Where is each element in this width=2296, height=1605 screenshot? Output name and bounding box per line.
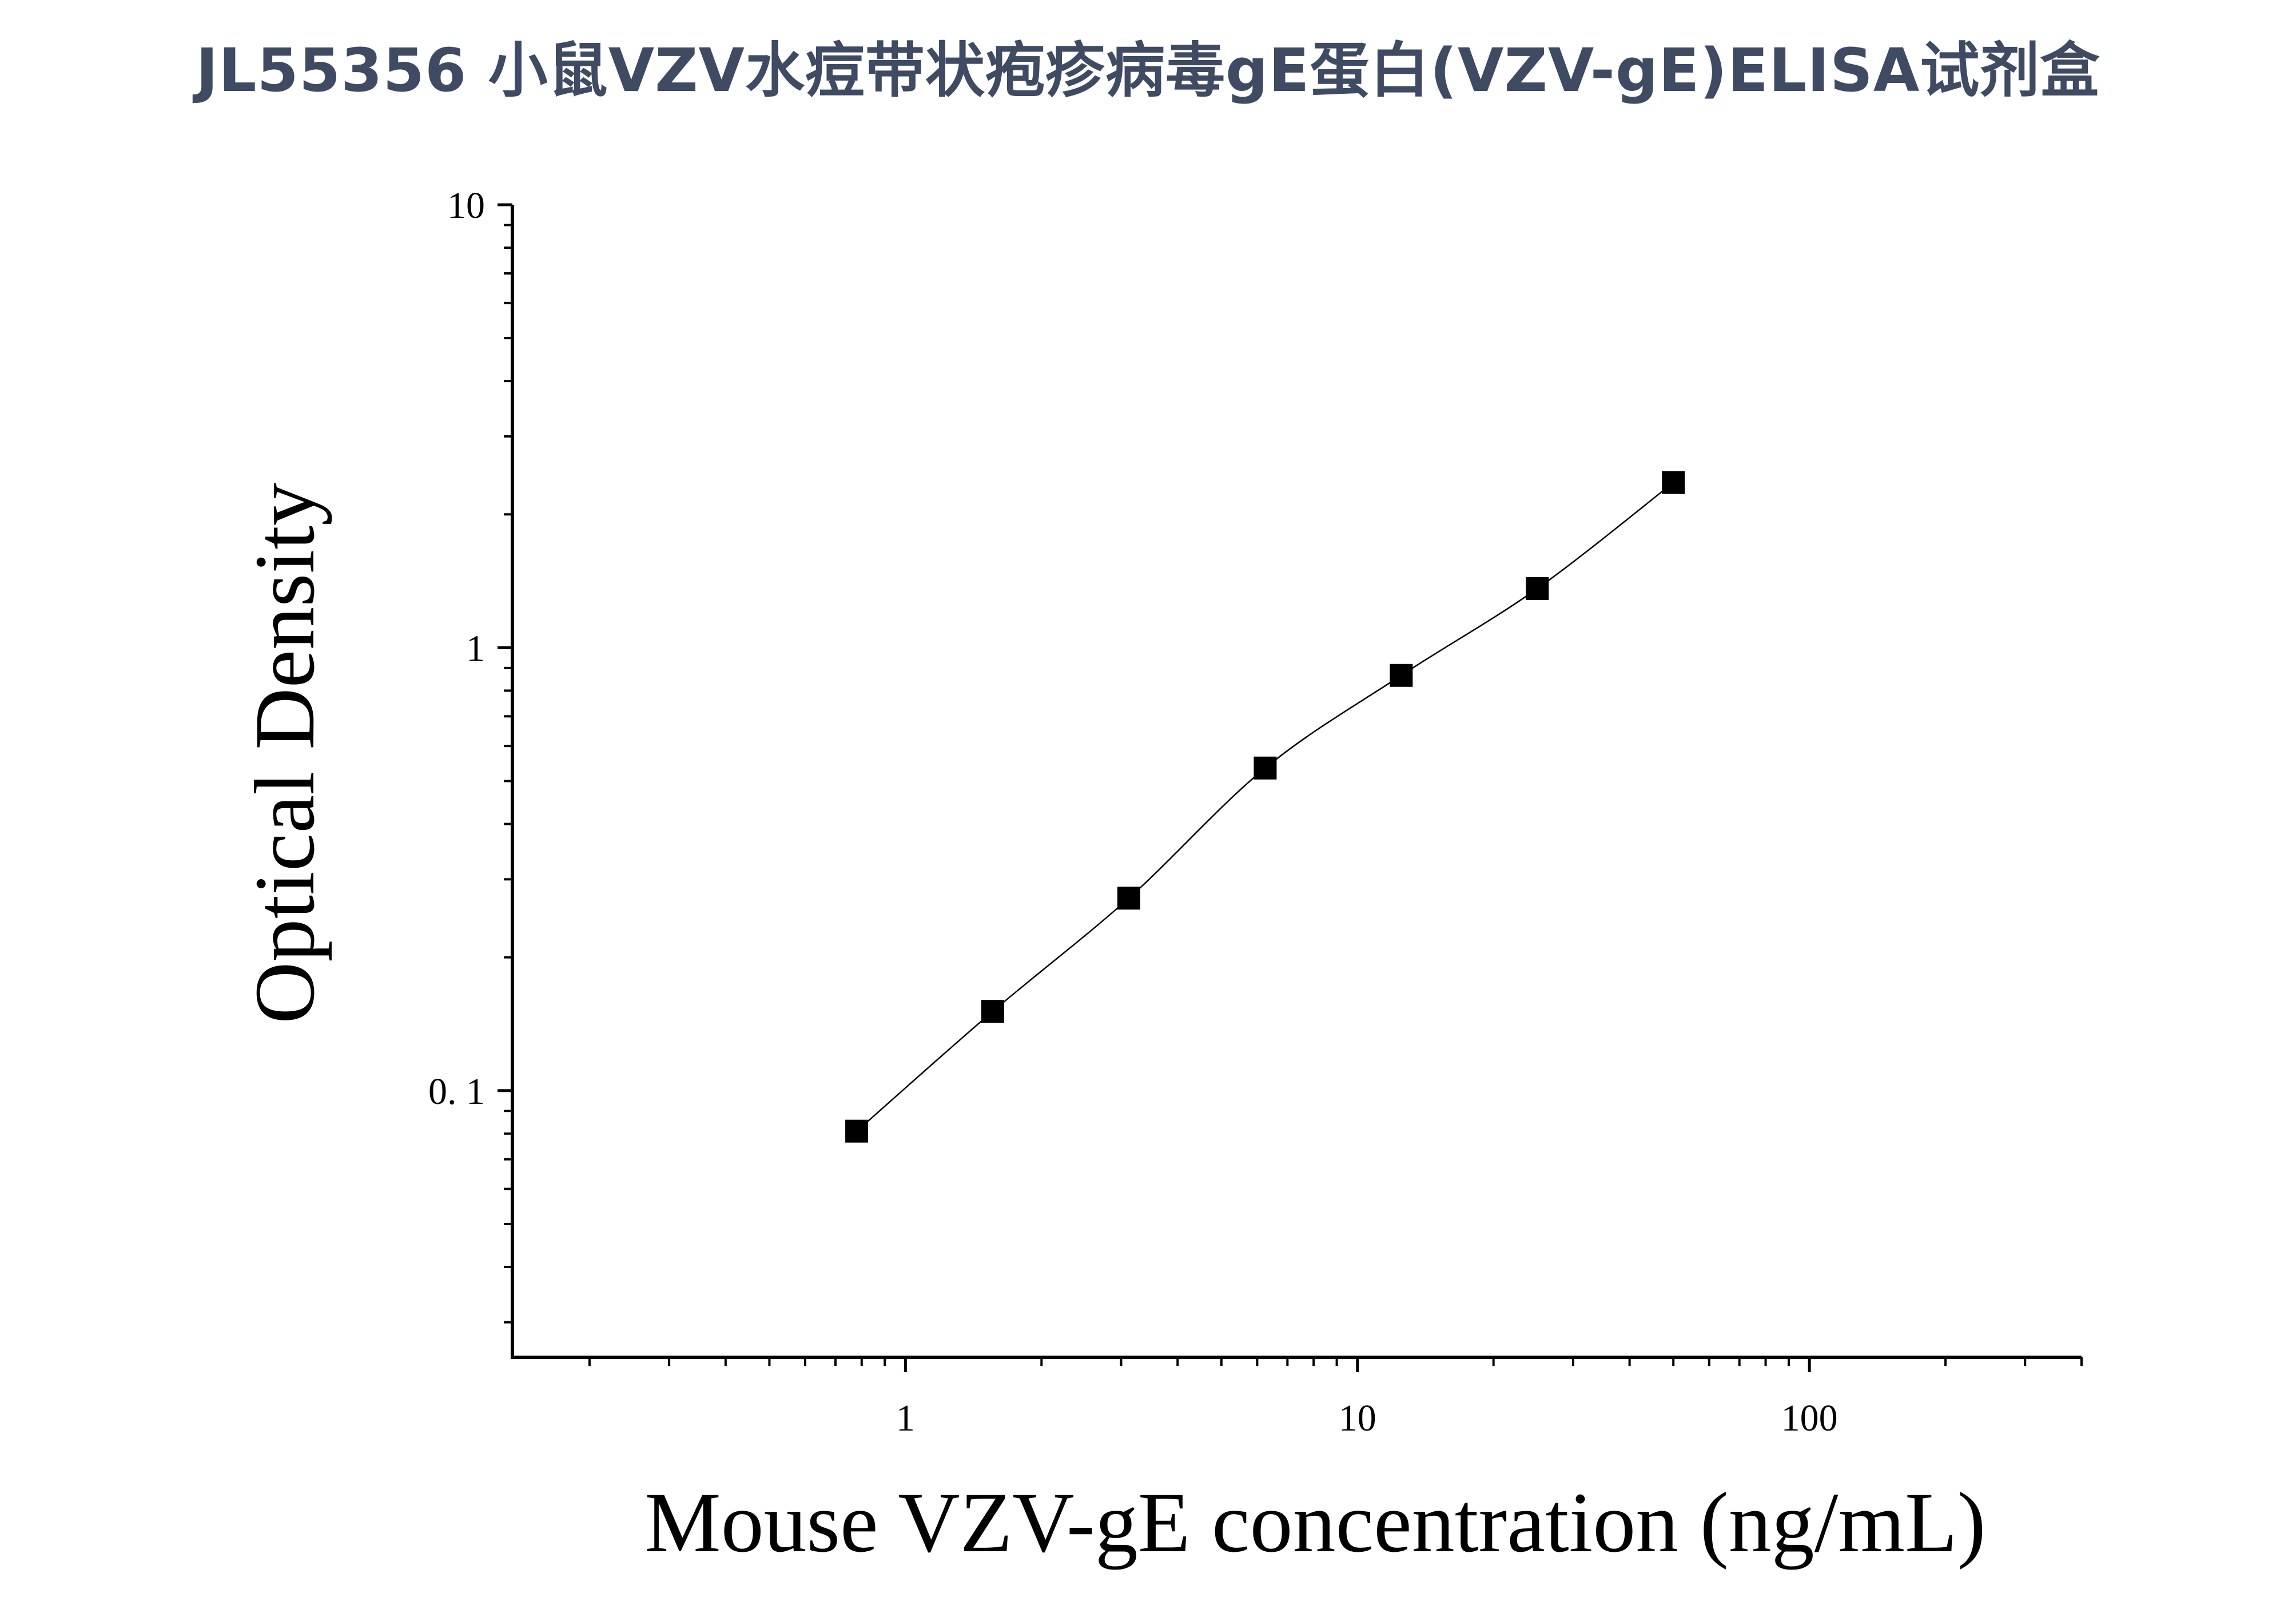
x-tick-label: 1 [896, 1397, 915, 1439]
y-axis-title: Optical Density [237, 483, 332, 1024]
data-point [1254, 756, 1277, 780]
data-point [1526, 577, 1549, 600]
minor-ticks [504, 224, 2083, 1366]
data-points [845, 471, 1685, 1143]
data-point [845, 1119, 869, 1143]
x-tick-label: 100 [1781, 1397, 1838, 1439]
x-tick-label: 10 [1339, 1397, 1376, 1439]
data-point [1390, 664, 1413, 687]
y-axis [498, 203, 514, 1359]
fit-curve [856, 482, 1674, 1132]
data-point [1117, 887, 1140, 910]
page-title: JL55356 小鼠VZV水痘带状疱疹病毒gE蛋白(VZV-gE)ELISA试剂… [196, 35, 2100, 105]
x-axis [512, 1356, 2082, 1372]
y-tick-label: 1 [466, 627, 485, 669]
y-tick-labels: 0. 1 1 10 [428, 185, 485, 1113]
y-tick-label: 0. 1 [428, 1071, 485, 1113]
data-point [1662, 471, 1685, 494]
x-axis-title: Mouse VZV-gE concentration (ng/mL) [644, 1475, 1985, 1570]
y-tick-label: 10 [447, 185, 485, 227]
x-tick-labels: 1 10 100 [896, 1397, 1838, 1439]
data-point [981, 1000, 1005, 1023]
